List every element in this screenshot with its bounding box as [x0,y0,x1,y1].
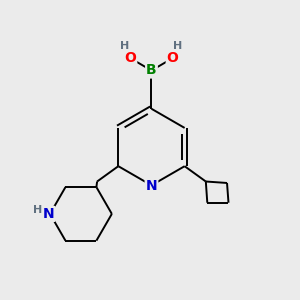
Text: B: B [146,64,157,77]
Text: N: N [146,179,157,193]
Text: N: N [43,207,54,221]
Text: O: O [167,51,178,65]
Text: O: O [124,51,136,65]
Text: H: H [33,206,42,215]
Text: H: H [120,41,130,51]
Text: H: H [173,41,183,51]
